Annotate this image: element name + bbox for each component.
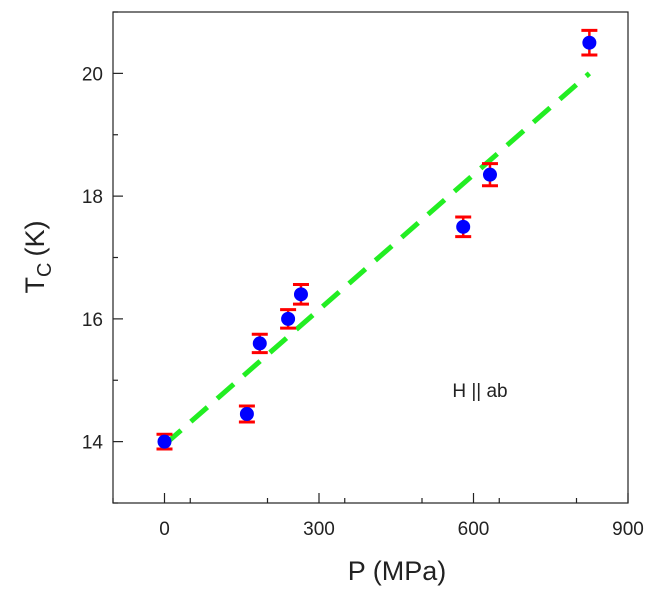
y-tick-label: 18 (82, 187, 103, 208)
x-axis-title: P (MPa) (348, 556, 447, 586)
data-point (582, 35, 597, 50)
x-tick-label: 900 (612, 519, 644, 540)
fit-line (162, 71, 592, 447)
data-point (281, 311, 296, 326)
x-tick-label: 300 (303, 519, 335, 540)
data-point (157, 434, 172, 449)
y-axis-title-main: T (20, 277, 50, 294)
annotation: H || ab (452, 381, 507, 402)
data-point (456, 219, 471, 234)
y-tick-label: 20 (82, 64, 103, 85)
data-point (252, 336, 267, 351)
plot-frame (112, 11, 629, 504)
x-tick-label: 600 (458, 519, 490, 540)
data-point (293, 287, 308, 302)
data-point (482, 167, 497, 182)
plot-area: 0 300 600 900 14 16 18 20 (82, 11, 644, 540)
y-tick-label: 16 (82, 310, 103, 331)
x-tick-label: 0 (159, 519, 170, 540)
y-axis-title: TC (K) (20, 221, 56, 294)
y-tick-label: 14 (82, 433, 104, 454)
data-point (239, 407, 254, 422)
y-axis-title-sub: C (34, 263, 56, 277)
y-axis-title-unit: (K) (20, 221, 50, 257)
